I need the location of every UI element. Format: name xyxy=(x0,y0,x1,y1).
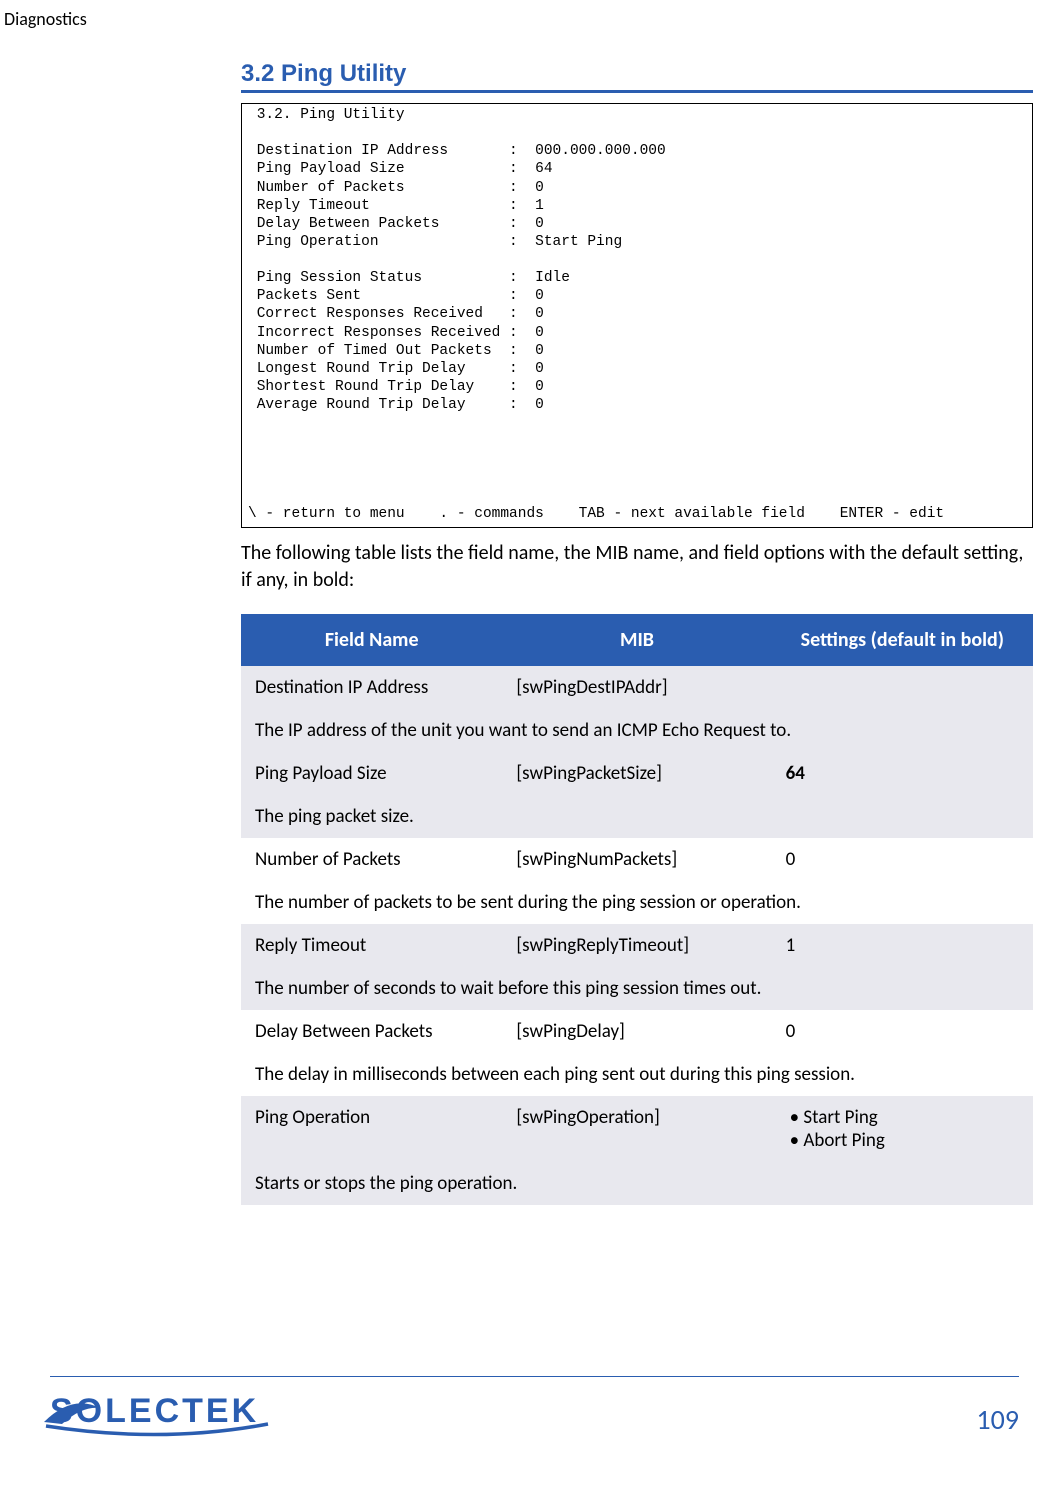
table-row: Number of Packets[swPingNumPackets]0 xyxy=(241,838,1033,881)
table-row: Ping Operation[swPingOperation]Start Pin… xyxy=(241,1096,1033,1162)
page-header: Diagnostics xyxy=(0,0,1049,30)
cell-mib: [swPingDestIPAddr] xyxy=(502,666,771,709)
logo-text: SOLECTEK xyxy=(50,1392,259,1430)
setting-option: Start Ping xyxy=(790,1106,1019,1129)
cell-setting: 1 xyxy=(772,924,1033,967)
cell-description: The IP address of the unit you want to s… xyxy=(241,709,1033,752)
cell-field-name: Ping Operation xyxy=(241,1096,502,1162)
table-desc-row: The number of packets to be sent during … xyxy=(241,881,1033,924)
cell-mib: [swPingNumPackets] xyxy=(502,838,771,881)
cell-setting: 64 xyxy=(772,752,1033,795)
table-row: Destination IP Address[swPingDestIPAddr] xyxy=(241,666,1033,709)
main-content: 3.2 Ping Utility 3.2. Ping Utility Desti… xyxy=(241,60,1033,1205)
cell-field-name: Number of Packets xyxy=(241,838,502,881)
table-desc-row: Starts or stops the ping operation. xyxy=(241,1162,1033,1205)
cell-field-name: Ping Payload Size xyxy=(241,752,502,795)
table-desc-row: The number of seconds to wait before thi… xyxy=(241,967,1033,1010)
cell-description: The number of seconds to wait before thi… xyxy=(241,967,1033,1010)
cell-field-name: Delay Between Packets xyxy=(241,1010,502,1053)
table-desc-row: The delay in milliseconds between each p… xyxy=(241,1053,1033,1096)
cell-mib: [swPingPacketSize] xyxy=(502,752,771,795)
page-header-text: Diagnostics xyxy=(4,8,87,30)
table-header-row: Field Name MIB Settings (default in bold… xyxy=(241,614,1033,666)
table-row: Delay Between Packets[swPingDelay]0 xyxy=(241,1010,1033,1053)
section-title: 3.2 Ping Utility xyxy=(241,60,1033,93)
cell-description: The number of packets to be sent during … xyxy=(241,881,1033,924)
page-footer: 109 SOLECTEK xyxy=(0,1376,1049,1466)
cell-mib: [swPingOperation] xyxy=(502,1096,771,1162)
logo: SOLECTEK xyxy=(50,1392,259,1431)
field-table: Field Name MIB Settings (default in bold… xyxy=(241,614,1033,1205)
cell-setting: Start PingAbort Ping xyxy=(772,1096,1033,1162)
table-row: Reply Timeout[swPingReplyTimeout]1 xyxy=(241,924,1033,967)
col-settings: Settings (default in bold) xyxy=(772,614,1033,666)
cell-description: The ping packet size. xyxy=(241,795,1033,838)
intro-paragraph: The following table lists the field name… xyxy=(241,540,1033,594)
cell-description: The delay in milliseconds between each p… xyxy=(241,1053,1033,1096)
cell-field-name: Reply Timeout xyxy=(241,924,502,967)
terminal-box: 3.2. Ping Utility Destination IP Address… xyxy=(241,103,1033,528)
cell-setting: 0 xyxy=(772,1010,1033,1053)
table-desc-row: The ping packet size. xyxy=(241,795,1033,838)
page-number: 109 xyxy=(976,1402,1019,1437)
col-field-name: Field Name xyxy=(241,614,502,666)
table-desc-row: The IP address of the unit you want to s… xyxy=(241,709,1033,752)
cell-setting xyxy=(772,666,1033,709)
cell-mib: [swPingReplyTimeout] xyxy=(502,924,771,967)
cell-description: Starts or stops the ping operation. xyxy=(241,1162,1033,1205)
setting-option: Abort Ping xyxy=(790,1129,1019,1152)
col-mib: MIB xyxy=(502,614,771,666)
cell-mib: [swPingDelay] xyxy=(502,1010,771,1053)
table-row: Ping Payload Size[swPingPacketSize]64 xyxy=(241,752,1033,795)
footer-rule xyxy=(50,1376,1019,1377)
cell-setting: 0 xyxy=(772,838,1033,881)
cell-field-name: Destination IP Address xyxy=(241,666,502,709)
